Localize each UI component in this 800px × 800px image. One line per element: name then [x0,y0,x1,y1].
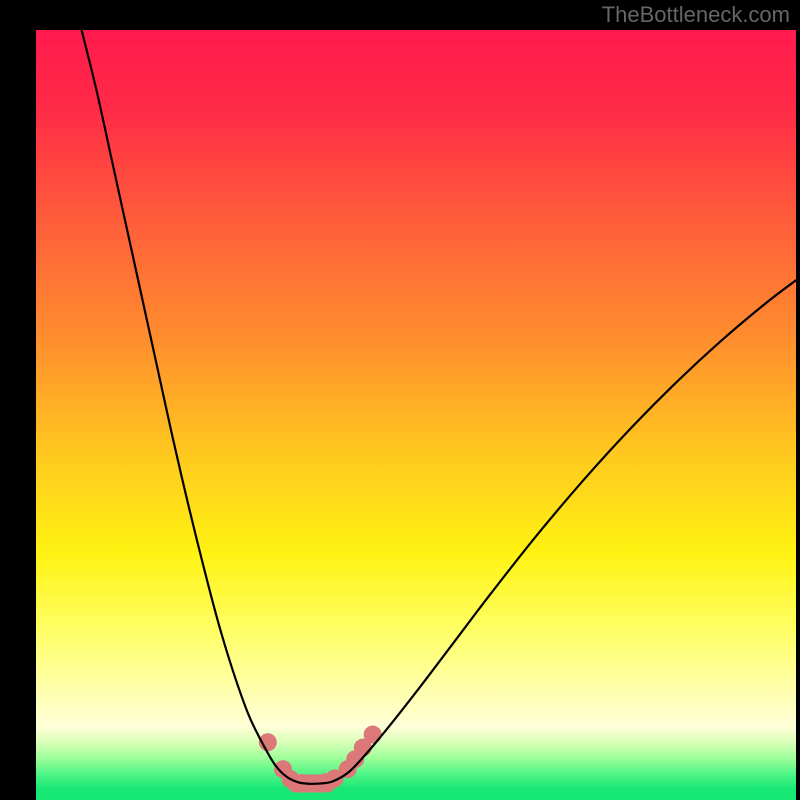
marker-dot [364,726,382,744]
curve-layer [36,30,796,800]
watermark-text: TheBottleneck.com [602,2,790,28]
chart-container: TheBottleneck.com [0,0,800,800]
plot-area [36,30,796,800]
right-curve [310,280,796,784]
left-curve [82,30,310,784]
